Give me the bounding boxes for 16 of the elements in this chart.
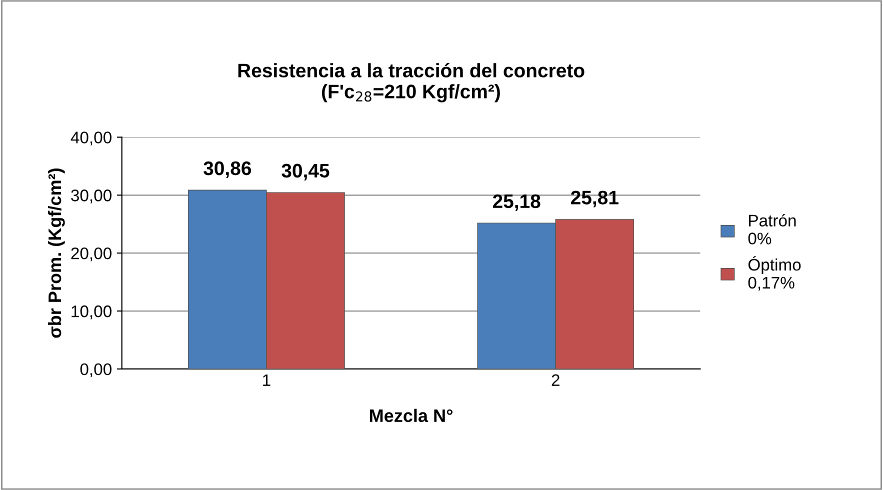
y-tick-label: 10,00 bbox=[72, 305, 112, 320]
y-tick-label: 30,00 bbox=[71, 190, 112, 204]
legend-label: Patrón 0% bbox=[748, 214, 796, 244]
y-axis-title: σbr Prom. (Kgf/cm²) bbox=[48, 168, 65, 338]
x-tick-label: 2 bbox=[552, 374, 560, 386]
y-tick-label: 20,00 bbox=[71, 247, 112, 262]
legend-label: Óptimo 0,17% bbox=[748, 256, 801, 291]
data-label: 25,18 bbox=[492, 194, 540, 211]
data-label: 30,45 bbox=[282, 164, 330, 180]
y-tick-label: 0,00 bbox=[80, 363, 112, 378]
data-label: 25,81 bbox=[571, 190, 618, 208]
chart-title: Resistencia a la tracción del concreto (F'c$_{28}$=210 Kgf/cm²) bbox=[238, 62, 584, 102]
x-tick-label: 1 bbox=[263, 374, 270, 386]
data-label: 30,86 bbox=[204, 161, 252, 178]
y-tick-label: 40,00 bbox=[70, 132, 112, 146]
x-axis-title: Mezcla N° bbox=[370, 408, 453, 422]
